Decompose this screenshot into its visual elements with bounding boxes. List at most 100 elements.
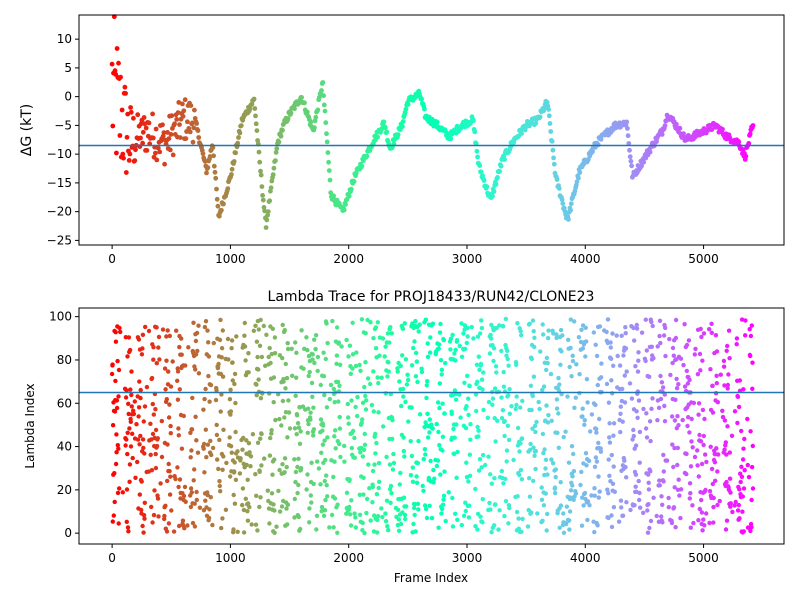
lambda-point [566, 460, 572, 465]
lambda-point [623, 331, 628, 336]
lambda-point [704, 459, 709, 465]
lambda-point [544, 403, 549, 408]
lambda-point [620, 419, 625, 424]
lambda-point [325, 435, 330, 440]
lambda-point [672, 485, 677, 490]
lambda-point [338, 362, 343, 367]
delta-g-point [221, 201, 226, 207]
lambda-point [479, 377, 485, 382]
lambda-point [163, 387, 168, 392]
delta-g-point [495, 175, 500, 180]
lambda-point [680, 417, 685, 423]
lambda-point [702, 416, 707, 422]
lambda-point [645, 530, 651, 535]
lambda-point [700, 407, 706, 413]
lambda-point [218, 489, 223, 494]
delta-g-point [229, 172, 234, 177]
lambda-point [124, 437, 129, 442]
lambda-point [320, 442, 326, 447]
lambda-point [513, 406, 518, 412]
lambda-point [481, 407, 486, 413]
lambda-point [501, 324, 506, 329]
lambda-point [316, 466, 322, 471]
delta-g-point [215, 203, 221, 209]
lambda-point [505, 423, 511, 428]
lambda-point [399, 403, 404, 409]
lambda-point [423, 452, 428, 457]
lambda-point [379, 506, 384, 511]
lambda-point [294, 350, 299, 355]
lambda-point [327, 396, 332, 402]
lambda-point [129, 404, 134, 409]
lambda-point [573, 491, 579, 496]
lambda-point [676, 477, 681, 482]
y-tick-label: 0 [64, 90, 72, 104]
lambda-point [117, 325, 122, 331]
lambda-point [655, 344, 660, 349]
lambda-point [217, 479, 222, 484]
lambda-point [571, 451, 576, 457]
lambda-point [424, 515, 430, 521]
lambda-point [738, 479, 743, 485]
lambda-point [391, 451, 396, 457]
lambda-point [246, 370, 251, 375]
lambda-point [153, 451, 158, 457]
delta-g-point [202, 158, 208, 164]
lambda-point [737, 487, 742, 492]
lambda-point [428, 335, 433, 340]
lambda-point [188, 455, 193, 460]
lambda-point [558, 327, 564, 333]
lambda-point [231, 492, 236, 498]
lambda-point [336, 340, 341, 345]
lambda-point [390, 418, 395, 423]
lambda-point [502, 433, 507, 439]
lambda-point [395, 366, 400, 371]
lambda-point [657, 478, 662, 483]
lambda-point [558, 480, 563, 485]
delta-g-point [274, 146, 280, 152]
lambda-point [205, 492, 210, 498]
lambda-point [159, 418, 164, 424]
lambda-point [595, 523, 600, 528]
delta-g-point [490, 193, 495, 199]
lambda-point [493, 502, 498, 507]
lambda-point [205, 328, 210, 333]
lambda-point [249, 522, 254, 527]
lambda-point [425, 379, 430, 384]
lambda-point [611, 421, 617, 426]
lambda-point [519, 529, 524, 534]
lambda-point [681, 362, 686, 368]
lambda-point [722, 383, 727, 388]
lambda-point [609, 513, 614, 518]
lambda-point [673, 335, 679, 341]
lambda-point [281, 379, 286, 384]
lambda-point [684, 451, 689, 457]
lambda-point [469, 324, 474, 330]
lambda-point [182, 484, 188, 490]
lambda-point [442, 469, 447, 474]
lambda-point [253, 472, 258, 477]
lambda-point [455, 449, 460, 455]
lambda-point [529, 356, 534, 362]
lambda-point [548, 371, 554, 377]
delta-g-point [662, 123, 668, 128]
lambda-point [206, 354, 212, 359]
lambda-point [514, 402, 519, 408]
lambda-point [608, 340, 613, 345]
delta-g-point [278, 133, 284, 139]
lambda-point [650, 396, 655, 401]
lambda-point [636, 350, 641, 355]
lambda-point [368, 381, 373, 387]
lambda-point [439, 506, 445, 512]
lambda-point [173, 476, 178, 482]
lambda-point [461, 331, 466, 336]
lambda-point [726, 328, 732, 333]
lambda-point [353, 363, 359, 369]
lambda-point [342, 459, 347, 464]
lambda-point [506, 521, 511, 526]
lambda-point [404, 504, 409, 509]
lambda-point [691, 400, 697, 406]
lambda-point [319, 509, 324, 514]
lambda-point [454, 422, 459, 427]
lambda-point [415, 460, 420, 466]
